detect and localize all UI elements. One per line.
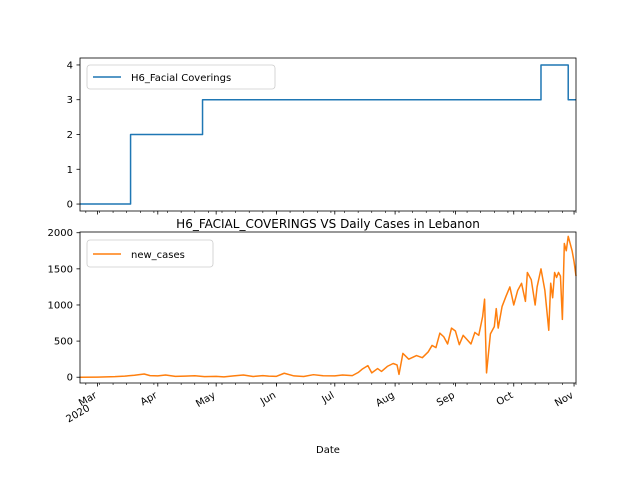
top-axes-frame	[79, 57, 577, 212]
y-tick-label: 2	[67, 130, 73, 141]
top-legend-box	[86, 64, 276, 90]
y-tick-label: 3	[67, 95, 73, 106]
y-tick-label: 1000	[48, 300, 73, 311]
y-tick-label: 1	[67, 165, 73, 176]
y-tick-label: 500	[54, 337, 73, 348]
y-tick-label: 2000	[48, 228, 73, 239]
bottom-chart: H6_FACIAL_COVERINGS VS Daily Cases in Le…	[48, 217, 577, 456]
bottom-y-axis: 0 500 1000 1500 2000	[48, 228, 80, 384]
y-tick-label: 4	[67, 60, 73, 71]
top-legend-label: H6_Facial Coverings	[131, 73, 231, 84]
chart-title: H6_FACIAL_COVERINGS VS Daily Cases in Le…	[176, 217, 480, 231]
bottom-axes-frame	[79, 231, 577, 384]
y-tick-label: 0	[67, 373, 73, 384]
top-y-axis: 0 1 2 3 4	[67, 60, 80, 211]
facial-coverings-series-line	[80, 64, 576, 205]
top-chart: 0 1 2 3 4 H6_Facial Coverings	[67, 57, 577, 215]
y-tick-label: 0	[67, 200, 73, 211]
bottom-legend-box	[86, 239, 214, 268]
y-tick-label: 1500	[48, 264, 73, 275]
top-legend: H6_Facial Coverings	[86, 64, 276, 90]
bottom-legend-label: new_cases	[131, 250, 185, 261]
x-axis-label: Date	[316, 445, 340, 456]
bottom-legend: new_cases	[86, 239, 214, 268]
new-cases-series-line	[79, 235, 577, 378]
